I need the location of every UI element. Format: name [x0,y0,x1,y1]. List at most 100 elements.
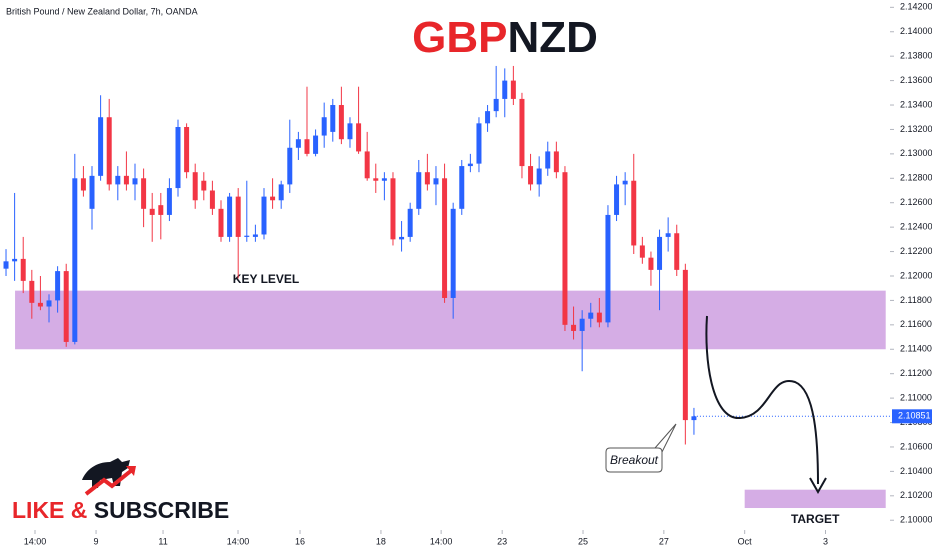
cta-part: SUBSCRIBE [94,497,229,523]
title-part: GBP [412,13,507,62]
candle-body [141,178,147,209]
candle-body [261,196,267,235]
candle-body [158,205,164,215]
chart-title: GBPNZD [412,13,598,62]
x-tick-label: 25 [578,536,588,546]
bull-logo [82,458,136,496]
candle-body [46,300,52,307]
candle-body [295,139,301,148]
candle-body [596,312,602,323]
candle-body [12,258,18,262]
candle-body [442,178,448,298]
candle-body [175,127,181,189]
annotation-box [605,423,677,473]
candle-body [29,280,35,303]
candle-body [528,166,534,185]
candle-body [72,178,78,342]
candle-body [278,184,284,201]
candle-body [510,80,516,99]
candle-body [674,233,680,270]
cta-part: LIKE & [12,497,87,523]
chart-header: British Pound / New Zealand Dollar, 7h, … [6,6,198,16]
candle-body [80,178,86,191]
candle-body [416,172,422,209]
x-tick-label: 14:00 [24,536,47,546]
candle-body [252,234,258,237]
candle-body [106,117,112,185]
y-tick-label: 2.13800 [900,51,932,61]
candle-body [545,151,551,169]
zone-label: TARGET [791,512,840,526]
y-tick-label: 2.10000 [900,515,932,525]
candle-body [622,180,628,185]
candle-body [648,257,654,270]
title-part: NZD [507,13,597,62]
y-tick-label: 2.13200 [900,124,932,134]
candle-body [390,178,396,240]
last-price-box [892,409,932,424]
y-tick-label: 2.12200 [900,246,932,256]
candle-body [63,271,69,342]
candle-body [149,208,155,215]
candle-body [209,190,215,209]
y-tick-label: 2.11600 [900,319,932,329]
y-tick-label: 2.11400 [900,344,932,354]
candle-body [98,117,104,176]
axes: 2.100002.102002.104002.106002.108002.110… [24,2,932,546]
candle-body [485,111,491,124]
candle-body [519,98,525,167]
candle-body [553,151,559,173]
candle-body [373,178,379,181]
candle-body [433,178,439,185]
candle-body [665,233,671,237]
x-tick-label: 23 [497,536,507,546]
candle-body [502,80,508,99]
candle-body [493,98,499,112]
y-tick-label: 2.14200 [900,2,932,12]
candle-body [20,258,26,281]
candles [3,65,697,445]
x-tick-label: 14:00 [430,536,453,546]
candle-body [184,127,190,173]
candle-body [356,123,362,152]
candle-body [562,172,568,325]
candle-body [614,184,620,215]
logo-arrow-head [126,466,136,476]
projection-arrow [705,315,819,485]
candle-body [399,236,405,240]
x-tick-label: Oct [738,536,753,546]
x-tick-label: 14:00 [227,536,250,546]
x-tick-label: 9 [94,536,99,546]
candle-body [235,196,241,237]
candle-body [459,166,465,209]
zone-label: KEY LEVEL [233,272,299,286]
candle-body [450,208,456,298]
candle-body [321,117,327,136]
candle-body [270,196,276,201]
y-tick-label: 2.13400 [900,99,932,109]
candle-body [476,123,482,164]
y-tick-label: 2.10400 [900,466,932,476]
candle-body [287,147,293,185]
y-tick-label: 2.12000 [900,270,932,280]
y-tick-label: 2.11200 [900,368,932,378]
candle-body [55,271,61,301]
candle-body [304,139,310,154]
y-tick-label: 2.10200 [900,490,932,500]
candle-body [338,105,344,140]
arrow-head [809,477,827,495]
y-tick-label: 2.12800 [900,173,932,183]
x-tick-label: 27 [659,536,669,546]
candle-body [364,151,370,179]
candle-body [218,208,224,237]
x-tick-label: 16 [295,536,305,546]
y-tick-label: 2.13600 [900,75,932,85]
candle-body [588,312,594,319]
zone [15,290,886,350]
y-tick-label: 2.12400 [900,222,932,232]
candle-body [536,168,542,185]
zone [744,489,886,509]
y-tick-label: 2.13000 [900,148,932,158]
candle-body [201,180,207,191]
